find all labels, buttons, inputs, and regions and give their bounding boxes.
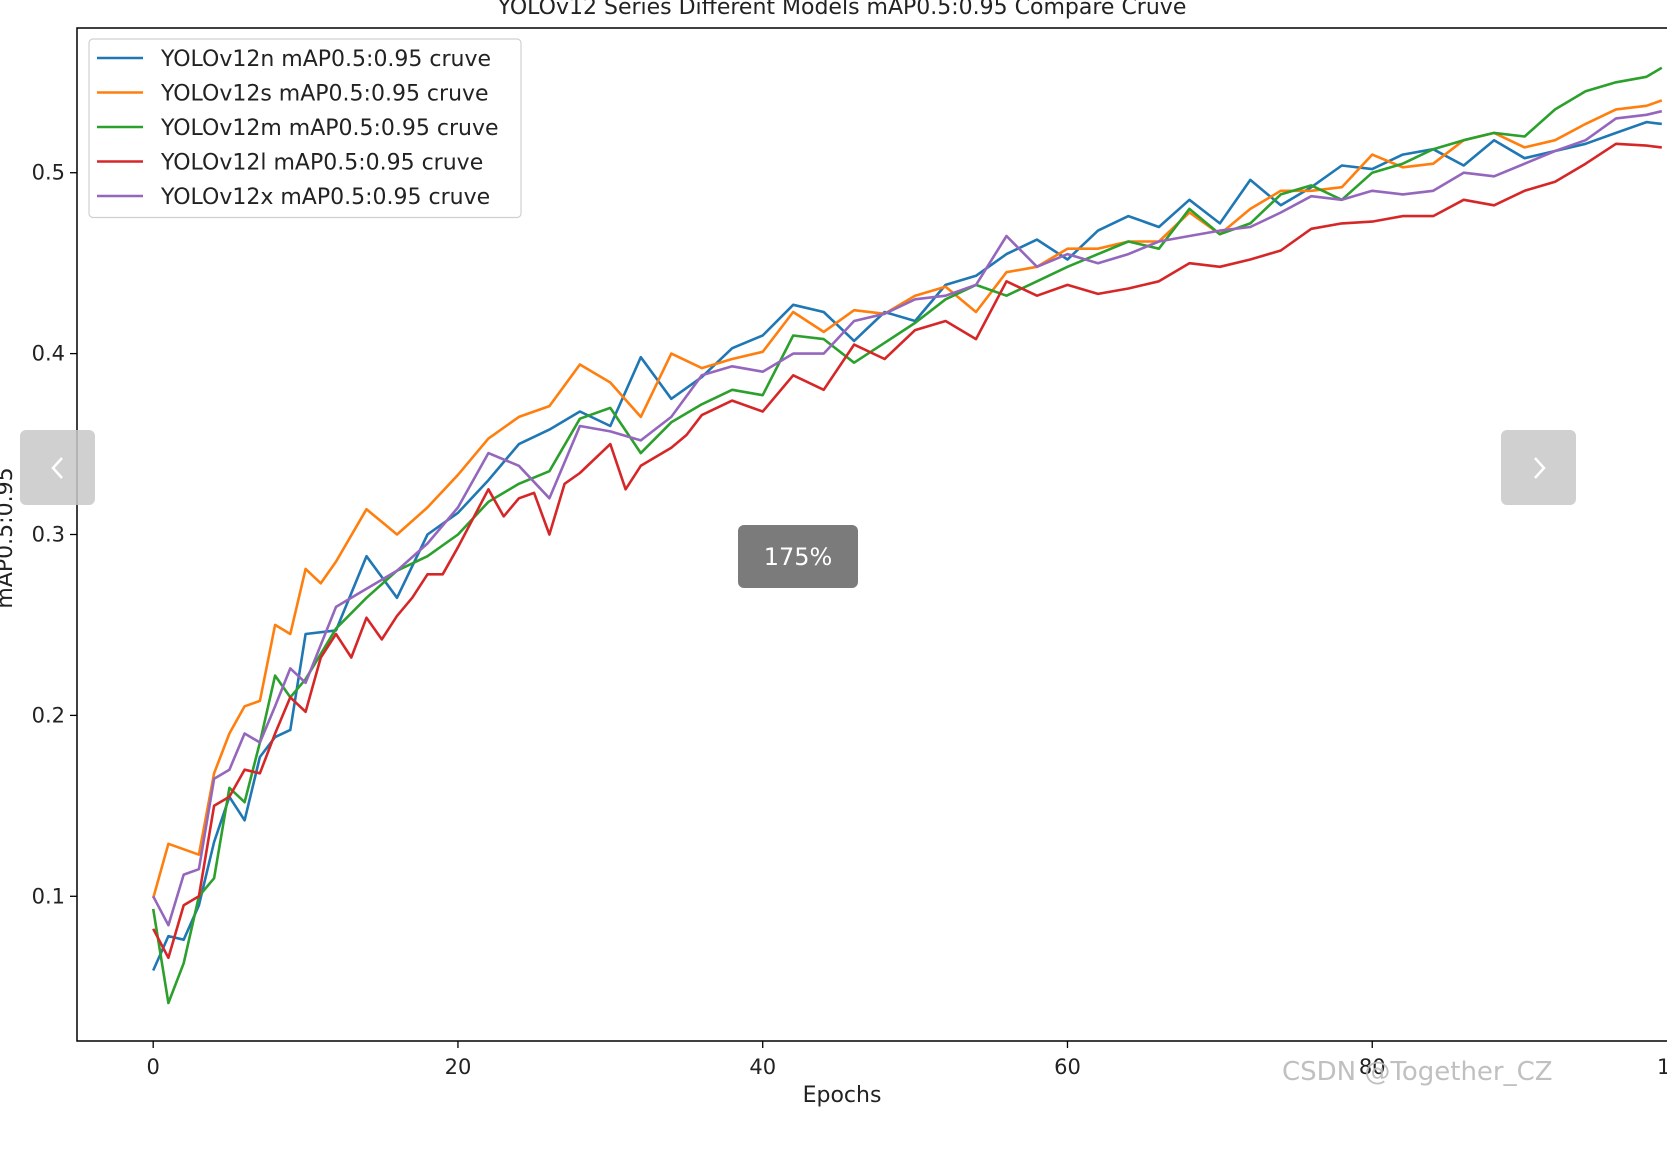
- plot-area: [151, 66, 1663, 1005]
- x-tick-label: 40: [749, 1055, 776, 1079]
- x-tick-label: 60: [1054, 1055, 1081, 1079]
- y-tick-label: 0.3: [32, 523, 65, 547]
- y-tick-label: 0.1: [32, 884, 65, 908]
- y-tick-label: 0.5: [32, 161, 65, 185]
- x-tick-label: 20: [445, 1055, 472, 1079]
- legend-entry: YOLOv12x mAP0.5:0.95 cruve: [160, 185, 490, 210]
- plot-frame: [76, 27, 1667, 1042]
- x-tick-label: 100: [1657, 1055, 1667, 1079]
- x-tick-label: 80: [1359, 1055, 1386, 1079]
- y-tick-label: 0.2: [32, 703, 65, 727]
- x-axis: 0 20 40 60 80 100: [147, 1041, 1667, 1079]
- y-axis-label: mAP0.5:0.95: [0, 467, 18, 608]
- series-line: [151, 99, 1663, 899]
- chart-title: YOLOv12 Series Different Models mAP0.5:0…: [497, 0, 1187, 20]
- legend-entry: YOLOv12n mAP0.5:0.95 cruve: [160, 47, 491, 72]
- y-tick-label: 0.4: [32, 342, 65, 366]
- legend: YOLOv12n mAP0.5:0.95 cruve YOLOv12s mAP0.…: [88, 38, 522, 219]
- x-tick-label: 0: [147, 1055, 160, 1079]
- legend-entry: YOLOv12s mAP0.5:0.95 cruve: [160, 82, 489, 107]
- x-axis-label: Epochs: [803, 1083, 882, 1108]
- watermark: CSDN @Together_CZ: [1282, 1057, 1553, 1087]
- previous-image-button[interactable]: [20, 430, 95, 505]
- legend-entry: YOLOv12l mAP0.5:0.95 cruve: [160, 151, 483, 176]
- series-line: [151, 66, 1663, 1005]
- next-image-button[interactable]: [1501, 430, 1576, 505]
- series-line: [152, 120, 1662, 972]
- chevron-left-icon: [50, 456, 63, 479]
- series-line: [152, 109, 1663, 927]
- series-line: [152, 142, 1662, 960]
- chevron-right-icon: [1533, 456, 1546, 479]
- legend-box: [88, 38, 522, 219]
- legend-entry: YOLOv12m mAP0.5:0.95 cruve: [160, 116, 499, 141]
- y-axis: 0.1 0.2 0.3 0.4 0.5: [32, 161, 77, 908]
- zoom-level-badge: 175%: [738, 525, 858, 588]
